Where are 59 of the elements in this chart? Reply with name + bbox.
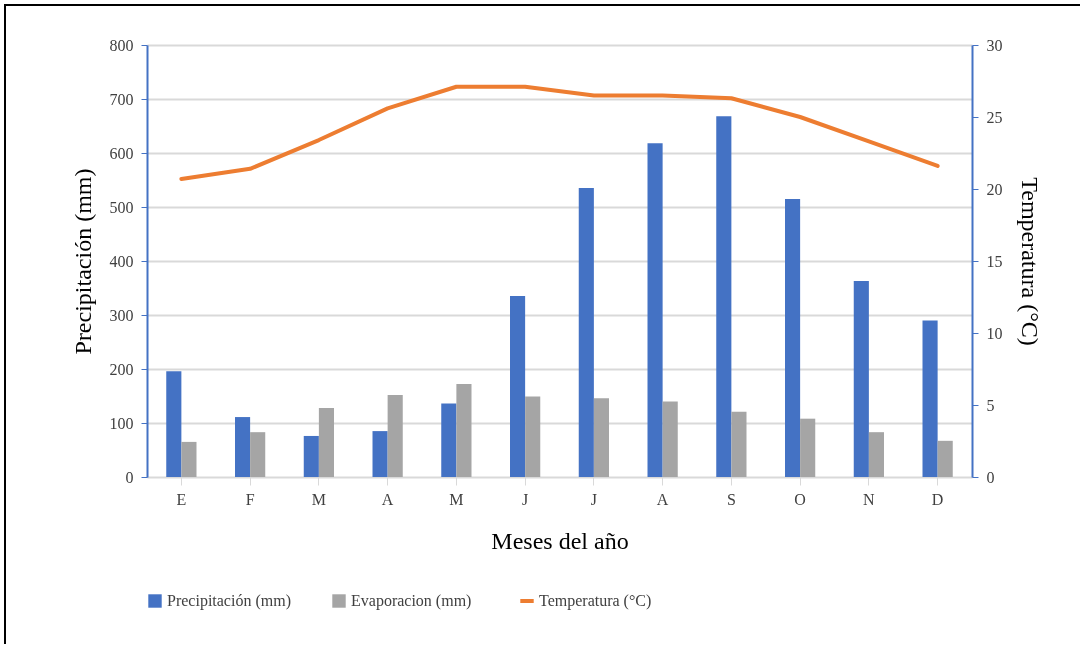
bar <box>716 116 732 477</box>
y-tick-label: 500 <box>109 198 134 216</box>
legend-label: Evaporacion (mm) <box>351 592 472 610</box>
bar <box>800 418 816 477</box>
bar <box>785 198 801 477</box>
y2-tick-label: 30 <box>986 36 1003 54</box>
y-tick-label: 400 <box>109 252 134 270</box>
bar <box>937 440 953 477</box>
x-tick-label: S <box>726 490 736 508</box>
bar <box>166 371 182 477</box>
y-tick-label: 600 <box>109 144 134 162</box>
y-tick-label: 300 <box>109 306 134 324</box>
bar <box>593 398 609 477</box>
bar <box>731 411 747 477</box>
bar <box>578 188 594 477</box>
y2-tick-label: 15 <box>986 252 1003 270</box>
legend-label: Precipitación (mm) <box>167 592 291 610</box>
bar <box>868 432 884 477</box>
bar <box>372 431 388 477</box>
legend-label: Temperatura (°C) <box>539 592 652 610</box>
bar <box>647 143 663 477</box>
bar <box>181 441 197 477</box>
bar <box>250 432 266 477</box>
y2-tick-label: 25 <box>986 108 1003 126</box>
x-tick-label: M <box>449 490 464 508</box>
x-tick-label: A <box>381 490 394 508</box>
bar <box>318 407 334 477</box>
y2-tick-label: 20 <box>986 180 1003 198</box>
y-tick-label: 0 <box>125 468 134 486</box>
x-tick-label: F <box>245 490 255 508</box>
y-tick-label: 200 <box>109 360 134 378</box>
y2-axis-title: Temperatura (°C) <box>1016 177 1043 346</box>
x-tick-label: N <box>863 490 876 508</box>
x-tick-label: J <box>522 490 529 508</box>
x-tick-label: D <box>931 490 944 508</box>
x-tick-label: A <box>656 490 669 508</box>
bar <box>662 401 678 477</box>
y2-tick-label: 10 <box>986 324 1003 342</box>
bar <box>235 417 251 477</box>
bar <box>441 403 457 477</box>
bar <box>922 320 938 477</box>
y-axis-title: Precipitación (mm) <box>69 168 96 355</box>
bar <box>303 435 319 477</box>
bar <box>387 394 403 477</box>
bar <box>456 384 472 477</box>
y2-tick-label: 5 <box>986 396 995 414</box>
x-tick-label: M <box>311 490 326 508</box>
x-tick-label: J <box>590 490 597 508</box>
y-tick-label: 100 <box>109 414 134 432</box>
x-axis-title: Meses del año <box>491 527 629 554</box>
bar <box>853 280 869 477</box>
y-tick-label: 700 <box>109 90 134 108</box>
line-series <box>179 84 940 181</box>
y-tick-label: 800 <box>109 36 134 54</box>
x-tick-label: E <box>176 490 187 508</box>
y2-tick-label: 0 <box>986 468 995 486</box>
bar <box>525 396 541 477</box>
bar <box>510 296 526 477</box>
x-tick-label: O <box>794 490 806 508</box>
